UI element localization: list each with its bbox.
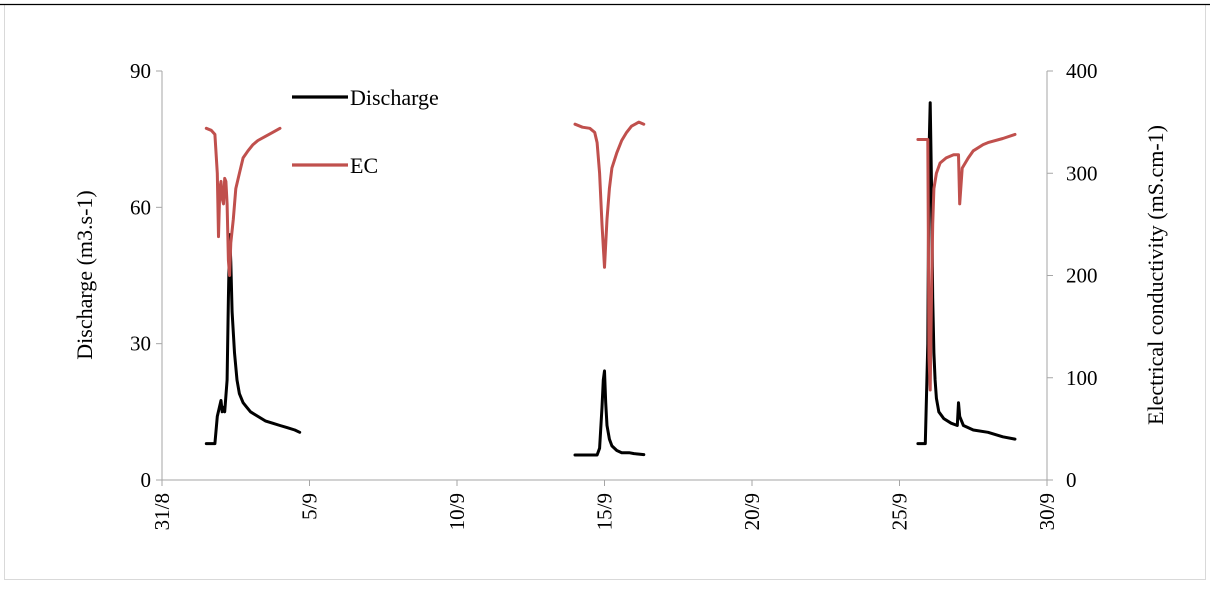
y-right-tick-label: 0	[1066, 468, 1077, 492]
legend-label-ec: EC	[350, 153, 378, 178]
legend-item-ec: EC	[292, 153, 378, 178]
series-line-ec-segment-2	[573, 120, 646, 269]
series-line-discharge-segment-1	[204, 233, 302, 446]
x-tick-label: 25/9	[888, 493, 912, 530]
series-layer	[204, 101, 1017, 457]
y-right-tick-label: 300	[1066, 161, 1098, 185]
legend: Discharge EC	[292, 85, 439, 178]
x-tick-label: 30/9	[1035, 493, 1059, 530]
series-line-ec-segment-1	[204, 126, 282, 277]
y-right-axis-title: Electrical conductivity (mS.cm-1)	[1143, 125, 1168, 425]
y-left-tick-label: 90	[130, 59, 151, 83]
x-tick-label: 5/9	[298, 493, 322, 520]
axes-layer: 0 30 60 90 0 100 200 300 400 31/8 5/9 10/9 15/9 20/9 2…	[130, 59, 1098, 530]
x-tick-label: 15/9	[593, 493, 617, 530]
y-left-tick-label: 60	[130, 195, 151, 219]
series-line-ec-segment-3	[916, 132, 1017, 392]
y-right-tick-label: 200	[1066, 264, 1098, 288]
y-right-tick-label: 100	[1066, 366, 1098, 390]
x-tick-label: 10/9	[445, 493, 469, 530]
x-tick-label: 31/8	[150, 493, 174, 530]
y-left-tick-label: 0	[141, 468, 152, 492]
y-left-tick-label: 30	[130, 332, 151, 356]
series-line-discharge-segment-3	[916, 101, 1017, 446]
legend-item-discharge: Discharge	[292, 85, 439, 110]
legend-label-discharge: Discharge	[350, 85, 439, 110]
y-left-axis-title: Discharge (m3.s-1)	[72, 190, 97, 359]
series-line-discharge-segment-2	[573, 369, 646, 457]
y-right-tick-label: 400	[1066, 59, 1098, 83]
x-tick-label: 20/9	[740, 493, 764, 530]
